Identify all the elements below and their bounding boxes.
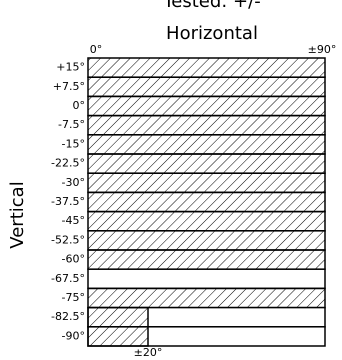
row-label: -37.5°: [51, 195, 85, 208]
row-label: 0°: [73, 99, 86, 112]
vertical-label: Vertical: [7, 181, 28, 248]
row-box: [87, 191, 326, 213]
row-partial-hatch: [87, 306, 149, 328]
row-box: [87, 210, 326, 232]
row-box: [87, 114, 326, 136]
row-box: [87, 249, 326, 270]
right-end-label: ±90°: [308, 43, 337, 56]
row-box: [87, 230, 326, 251]
row-label: -52.5°: [51, 233, 85, 246]
partial-end-label: ±20°: [134, 346, 163, 359]
row-label: -15°: [62, 137, 85, 150]
row-box: [87, 268, 326, 290]
row-box: [87, 172, 326, 194]
row-box: [87, 57, 326, 78]
row-box: [87, 287, 326, 309]
row-label: -22.5°: [51, 157, 85, 170]
row-box: [87, 153, 326, 174]
row-label: -82.5°: [51, 310, 85, 323]
row-label: -90°: [62, 329, 85, 342]
row-label: -30°: [62, 176, 85, 189]
row-label: +7.5°: [53, 80, 85, 93]
row-label: +15°: [56, 61, 85, 74]
row-label: -67.5°: [51, 272, 85, 285]
tested-label: Tested: +/-: [162, 0, 260, 12]
row-box: [87, 134, 326, 155]
left-end-label: 0°: [90, 43, 103, 56]
row-partial-hatch: [87, 326, 149, 347]
row-box: [87, 76, 326, 98]
row-box: [87, 95, 326, 117]
row-label: -7.5°: [58, 118, 85, 131]
horizontal-label: Horizontal: [166, 23, 258, 44]
row-label: -75°: [62, 291, 85, 304]
row-label: -60°: [62, 253, 85, 266]
row-label: -45°: [62, 214, 85, 227]
